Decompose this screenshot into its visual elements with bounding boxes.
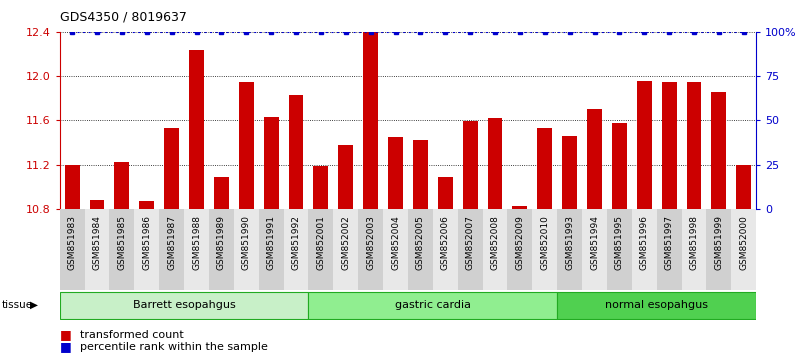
Text: GSM852007: GSM852007 <box>466 215 474 270</box>
Bar <box>438 177 453 209</box>
Text: GSM852008: GSM852008 <box>490 215 500 270</box>
Bar <box>308 209 334 290</box>
Text: GSM852005: GSM852005 <box>416 215 425 270</box>
Text: GSM851991: GSM851991 <box>267 215 275 270</box>
Bar <box>632 209 657 290</box>
Bar <box>732 209 756 290</box>
Bar <box>582 209 607 290</box>
Text: GSM852004: GSM852004 <box>391 215 400 270</box>
Bar <box>60 209 84 290</box>
Bar <box>482 209 507 290</box>
Bar <box>89 200 104 209</box>
Bar <box>64 165 80 209</box>
Text: GSM851984: GSM851984 <box>92 215 102 270</box>
Bar <box>681 209 706 290</box>
Text: Barrett esopahgus: Barrett esopahgus <box>133 300 236 310</box>
Text: GSM851988: GSM851988 <box>192 215 201 270</box>
Bar <box>164 128 179 209</box>
Text: tissue: tissue <box>2 300 33 310</box>
FancyBboxPatch shape <box>60 292 308 319</box>
Text: GSM851999: GSM851999 <box>714 215 724 270</box>
Text: ▶: ▶ <box>30 300 38 310</box>
Text: percentile rank within the sample: percentile rank within the sample <box>80 342 267 352</box>
Text: GSM851983: GSM851983 <box>68 215 76 270</box>
Text: GSM851990: GSM851990 <box>242 215 251 270</box>
Text: GSM852000: GSM852000 <box>739 215 748 270</box>
Bar <box>562 136 577 209</box>
Text: GSM851998: GSM851998 <box>689 215 699 270</box>
Bar <box>507 209 533 290</box>
Bar <box>314 166 328 209</box>
Text: GSM851993: GSM851993 <box>565 215 574 270</box>
Text: GSM852010: GSM852010 <box>540 215 549 270</box>
Bar <box>234 209 259 290</box>
Bar <box>214 177 228 209</box>
Bar <box>239 82 254 209</box>
Text: GSM851986: GSM851986 <box>142 215 151 270</box>
Text: GSM851994: GSM851994 <box>590 215 599 270</box>
Bar <box>458 209 482 290</box>
Bar <box>139 201 154 209</box>
Bar <box>537 128 552 209</box>
Bar <box>686 82 701 209</box>
Bar <box>637 80 652 209</box>
Text: transformed count: transformed count <box>80 330 183 339</box>
Bar <box>109 209 135 290</box>
Bar <box>657 209 681 290</box>
Bar <box>736 165 751 209</box>
Text: GSM851992: GSM851992 <box>291 215 301 270</box>
Bar <box>706 209 732 290</box>
Text: gastric cardia: gastric cardia <box>395 300 470 310</box>
Text: GSM851997: GSM851997 <box>665 215 673 270</box>
Bar <box>363 0 378 209</box>
Text: GSM851996: GSM851996 <box>640 215 649 270</box>
Bar <box>487 118 502 209</box>
Bar <box>159 209 184 290</box>
Text: GSM852006: GSM852006 <box>441 215 450 270</box>
Bar <box>587 109 602 209</box>
Text: GSM851985: GSM851985 <box>117 215 127 270</box>
Bar <box>115 162 129 209</box>
Text: GSM851989: GSM851989 <box>217 215 226 270</box>
Bar <box>557 209 582 290</box>
Bar <box>358 209 383 290</box>
Bar <box>383 209 408 290</box>
Text: normal esopahgus: normal esopahgus <box>605 300 708 310</box>
Bar <box>338 145 353 209</box>
Text: ■: ■ <box>60 328 72 341</box>
Bar <box>607 209 632 290</box>
Text: GDS4350 / 8019637: GDS4350 / 8019637 <box>60 11 186 24</box>
Text: ■: ■ <box>60 341 72 353</box>
Bar <box>408 209 433 290</box>
Bar <box>712 92 726 209</box>
Bar <box>334 209 358 290</box>
Bar <box>189 50 204 209</box>
Bar <box>184 209 209 290</box>
Bar <box>513 206 527 209</box>
Bar <box>263 117 279 209</box>
Bar <box>661 82 677 209</box>
Bar <box>283 209 308 290</box>
Text: GSM851995: GSM851995 <box>615 215 624 270</box>
Bar <box>209 209 234 290</box>
Bar <box>259 209 283 290</box>
Bar <box>84 209 109 290</box>
Bar <box>462 121 478 209</box>
Bar <box>433 209 458 290</box>
Text: GSM852003: GSM852003 <box>366 215 375 270</box>
FancyBboxPatch shape <box>557 292 756 319</box>
Text: GSM852009: GSM852009 <box>515 215 525 270</box>
Bar <box>413 140 427 209</box>
Text: GSM851987: GSM851987 <box>167 215 176 270</box>
Bar <box>533 209 557 290</box>
FancyBboxPatch shape <box>308 292 557 319</box>
Bar <box>388 137 403 209</box>
Text: GSM852001: GSM852001 <box>316 215 326 270</box>
Bar <box>288 95 303 209</box>
Bar <box>135 209 159 290</box>
Text: GSM852002: GSM852002 <box>341 215 350 270</box>
Bar <box>612 122 626 209</box>
